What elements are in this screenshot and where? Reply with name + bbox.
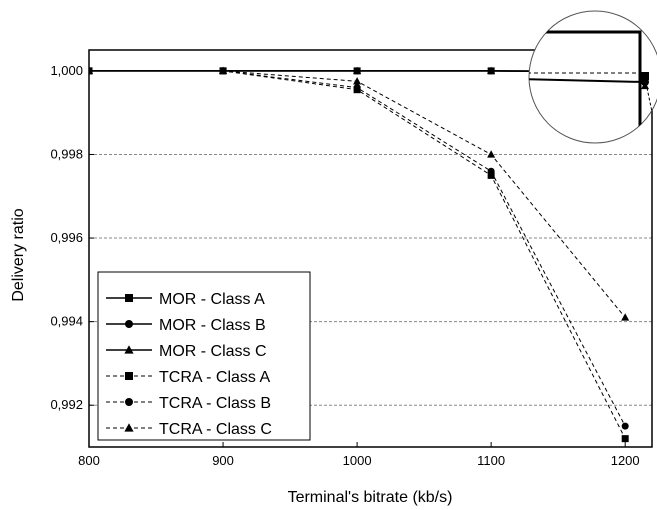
data-point bbox=[621, 313, 630, 321]
inset-circle bbox=[528, 10, 657, 144]
legend-marker bbox=[125, 372, 133, 380]
y-tick-label: 0,998 bbox=[50, 146, 83, 161]
legend-marker bbox=[124, 345, 134, 354]
data-point bbox=[219, 66, 228, 75]
legend-label: MOR - Class B bbox=[159, 317, 266, 334]
legend: MOR - Class A MOR - Class B MOR - Class C T… bbox=[97, 271, 311, 441]
legend-label: TCRA - Class C bbox=[159, 421, 272, 438]
data-point bbox=[487, 150, 496, 158]
legend-item: MOR - Class A bbox=[106, 291, 265, 308]
legend-label: MOR - Class A bbox=[159, 291, 265, 308]
y-axis-title: Delivery ratio bbox=[10, 208, 27, 301]
legend-marker bbox=[125, 320, 133, 328]
legend-item: MOR - Class C bbox=[106, 343, 267, 360]
data-point bbox=[621, 422, 629, 430]
x-tick-label: 900 bbox=[212, 453, 234, 468]
x-axis-title: Terminal's bitrate (kb/s) bbox=[288, 489, 453, 506]
legend-marker bbox=[125, 294, 133, 302]
legend-box bbox=[97, 271, 311, 441]
plot-frame bbox=[88, 49, 653, 448]
legend-item: TCRA - Class A bbox=[106, 369, 270, 386]
data-point bbox=[487, 66, 496, 75]
x-tick-label: 800 bbox=[78, 453, 100, 468]
series-6 bbox=[89, 66, 630, 321]
zoom-inset bbox=[528, 10, 657, 144]
data-point bbox=[487, 171, 495, 179]
x-tick-label: 1000 bbox=[343, 453, 372, 468]
x-tick-label: 1200 bbox=[611, 453, 640, 468]
y-tick-label: 0,994 bbox=[50, 314, 83, 329]
data-point bbox=[353, 77, 362, 85]
legend-item: MOR - Class B bbox=[106, 317, 266, 334]
grid-layer bbox=[89, 153, 652, 406]
legend-label: TCRA - Class A bbox=[159, 369, 270, 386]
y-tick-label: 0,996 bbox=[50, 230, 83, 245]
data-point bbox=[353, 66, 362, 75]
data-point bbox=[487, 167, 495, 175]
legend-marker bbox=[124, 423, 134, 432]
data-point bbox=[621, 435, 629, 443]
y-tick-label: 1,000 bbox=[50, 63, 83, 78]
legend-label: MOR - Class C bbox=[159, 343, 267, 360]
legend-item: TCRA - Class B bbox=[106, 395, 271, 412]
x-tick-label: 1100 bbox=[477, 453, 505, 468]
inset-series-line bbox=[529, 78, 644, 83]
legend-item: TCRA - Class C bbox=[106, 421, 272, 438]
tick-layer: 0,992 0,994 0,996 0,998 1,000 800 900 1000 1100 1… bbox=[50, 63, 639, 468]
data-point bbox=[89, 66, 94, 75]
inset-marker bbox=[641, 72, 649, 80]
legend-marker bbox=[125, 398, 133, 406]
inset-marker bbox=[640, 81, 650, 90]
y-tick-label: 0,992 bbox=[50, 397, 83, 412]
legend-label: TCRA - Class B bbox=[159, 395, 271, 412]
data-point bbox=[353, 84, 361, 92]
